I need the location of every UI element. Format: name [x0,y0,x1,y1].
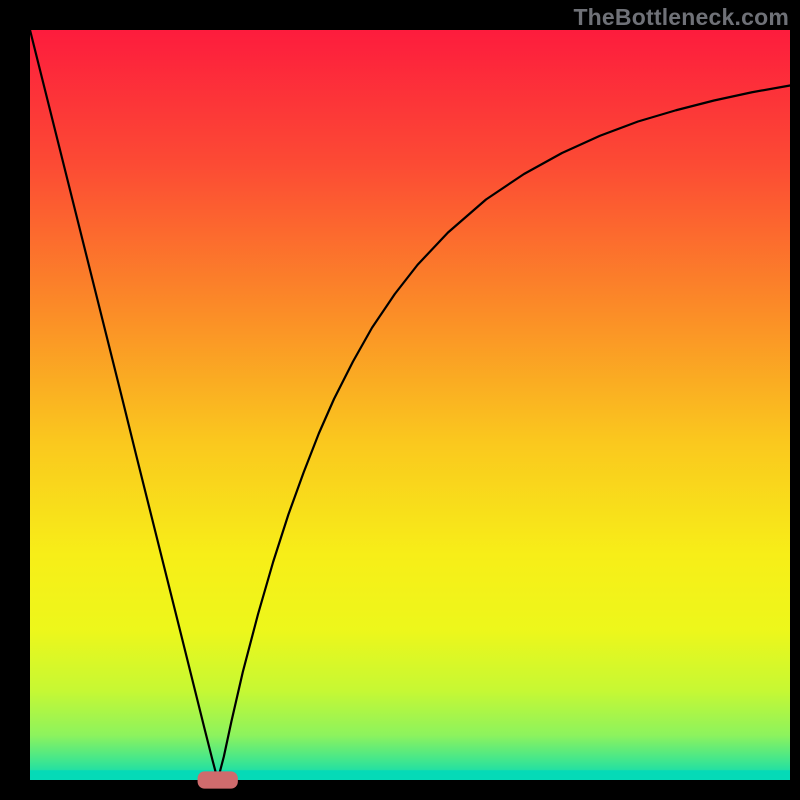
optimal-point-marker [198,771,238,788]
watermark-label: TheBottleneck.com [573,4,789,31]
chart-svg [0,0,800,800]
bottom-strip [30,770,790,780]
plot-background [30,30,790,780]
bottleneck-chart: TheBottleneck.com [0,0,800,800]
